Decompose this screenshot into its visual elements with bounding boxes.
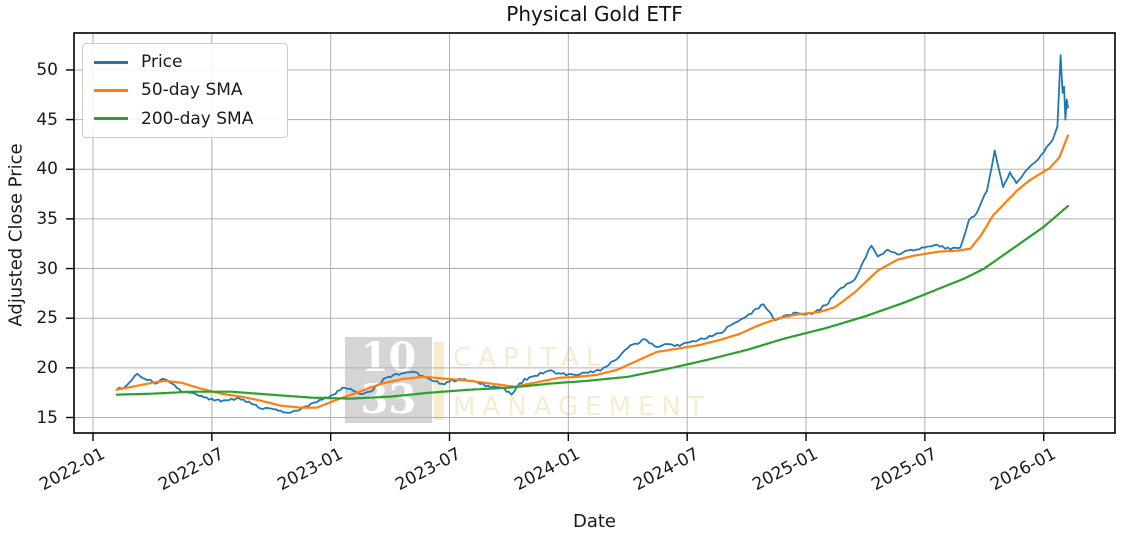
y-tick-label: 25 <box>36 308 58 329</box>
legend-item-sma200: 200-day SMA <box>83 109 287 129</box>
y-tick-label: 50 <box>36 59 58 80</box>
sma200-line <box>115 204 1070 400</box>
sma50-line-swatch <box>94 88 128 92</box>
chart-title: Physical Gold ETF <box>506 2 683 26</box>
legend-label: 50-day SMA <box>141 80 243 101</box>
y-tick-label: 45 <box>36 109 58 130</box>
sma200-line-swatch <box>94 117 128 121</box>
watermark-divider-bar <box>434 342 444 420</box>
price-line <box>115 54 1069 414</box>
sma50-line <box>115 134 1070 409</box>
y-tick-label: 30 <box>36 258 58 279</box>
y-tick-label: 40 <box>36 159 58 180</box>
legend-label: 200-day SMA <box>141 108 254 129</box>
y-tick-label: 35 <box>36 208 58 229</box>
x-axis-label: Date <box>572 511 617 532</box>
legend-item-sma50: 50-day SMA <box>83 80 287 100</box>
legend-label: Price <box>141 52 183 73</box>
price-line-swatch <box>94 60 128 64</box>
axes-frame <box>73 32 1116 434</box>
y-tick-label: 15 <box>36 407 58 428</box>
y-tick-label: 20 <box>36 357 58 378</box>
legend-item-price: Price <box>83 52 287 72</box>
watermark-logo-line2: 33 <box>360 376 417 423</box>
legend: Price 50-day SMA 200-day SMA <box>82 43 288 138</box>
watermark-logo-square: 10 33 <box>345 337 432 423</box>
